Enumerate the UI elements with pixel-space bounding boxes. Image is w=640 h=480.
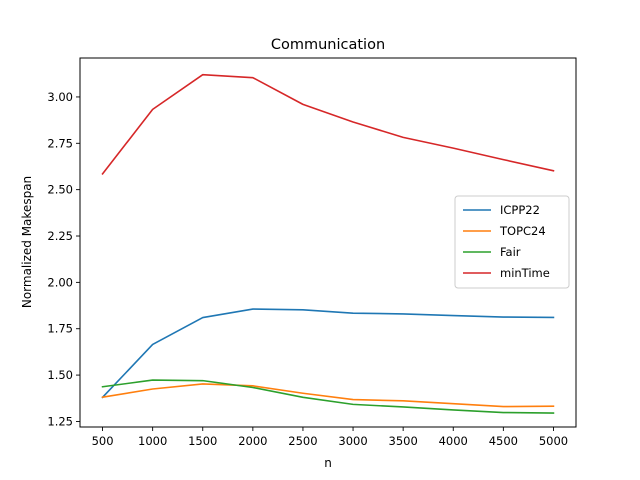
y-tick-label: 1.75 bbox=[47, 322, 73, 336]
x-tick-label: 500 bbox=[92, 434, 114, 448]
y-tick-label: 2.50 bbox=[47, 183, 73, 197]
x-tick-label: 4500 bbox=[489, 434, 518, 448]
x-tick-label: 4000 bbox=[439, 434, 468, 448]
legend: ICPP22 TOPC24 Fair minTime bbox=[454, 195, 570, 289]
y-tick-label: 1.25 bbox=[47, 414, 73, 428]
ticks-layer: 500 1000 1500 2000 2500 3000 3500 4000 4500 5000 1… bbox=[47, 90, 568, 448]
x-tick-label: 1500 bbox=[188, 434, 217, 448]
y-tick-label: 1.50 bbox=[47, 368, 73, 382]
y-axis-label: Normalized Makespan bbox=[20, 176, 34, 308]
y-tick-label: 2.00 bbox=[47, 275, 73, 289]
chart-title: Communication bbox=[271, 37, 385, 53]
x-axis-label: n bbox=[324, 456, 332, 470]
legend-label: minTime bbox=[500, 266, 550, 280]
series-line-topc24 bbox=[101, 383, 555, 408]
x-tick-label: 2500 bbox=[288, 434, 317, 448]
series-line-mintime bbox=[101, 73, 555, 176]
y-tick-label: 2.75 bbox=[47, 136, 73, 150]
plot-frame bbox=[79, 57, 577, 428]
legend-label: TOPC24 bbox=[499, 224, 546, 238]
y-tick-label: 3.00 bbox=[47, 90, 73, 104]
series-line-fair bbox=[101, 379, 555, 414]
legend-label: Fair bbox=[500, 245, 521, 259]
x-tick-label: 2000 bbox=[238, 434, 267, 448]
series-line-icpp22 bbox=[101, 308, 555, 399]
x-tick-label: 3500 bbox=[389, 434, 418, 448]
legend-box bbox=[454, 195, 570, 289]
lines-layer bbox=[101, 73, 555, 414]
y-tick-label: 2.25 bbox=[47, 229, 73, 243]
x-tick-label: 3000 bbox=[338, 434, 367, 448]
legend-label: ICPP22 bbox=[500, 203, 540, 217]
x-tick-label: 1000 bbox=[138, 434, 167, 448]
x-tick-label: 5000 bbox=[539, 434, 568, 448]
